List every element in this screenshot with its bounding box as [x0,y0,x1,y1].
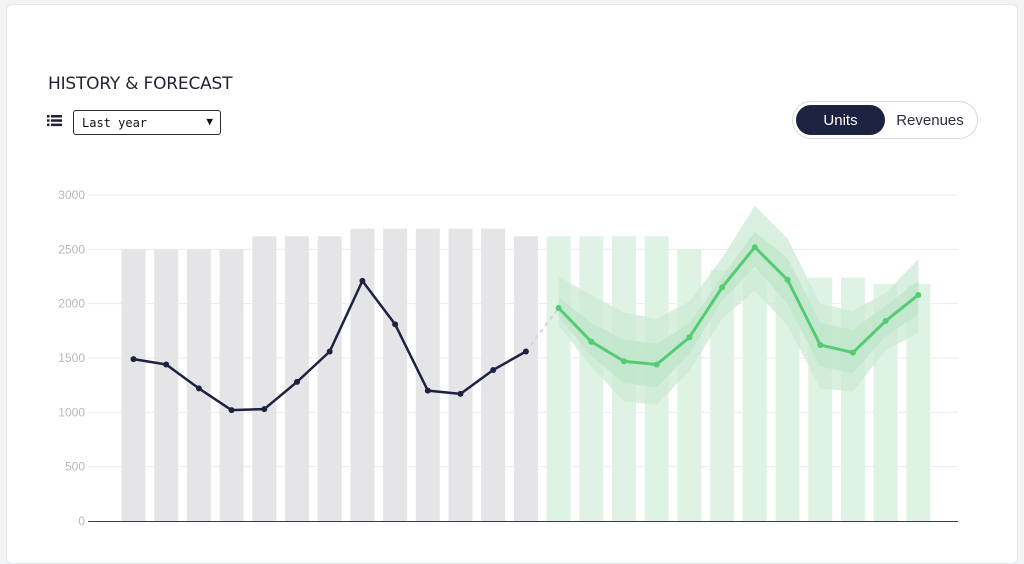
history-bar [513,236,538,521]
history-bar [219,249,244,522]
revenues-toggle-button[interactable]: Revenues [896,111,964,129]
forecast-point [719,284,726,291]
y-tick-label: 1500 [58,351,85,365]
forecast-point [817,341,824,348]
history-point [228,407,235,414]
history-point [490,366,497,373]
history-bar [448,228,473,522]
forecast-point [555,305,562,312]
history-bar [285,236,309,521]
period-select[interactable]: Last year ▼ [73,110,221,135]
history-bar [317,236,342,521]
forecast-point [882,318,889,325]
forecast-point [751,244,758,251]
chart-title: HISTORY & FORECAST [48,74,233,94]
history-point [424,387,431,394]
forecast-point [588,338,595,345]
history-point [294,378,300,385]
history-point [326,348,333,355]
y-tick-label: 2000 [58,297,85,311]
list-icon[interactable] [47,114,62,127]
forecast-connector-line [525,307,560,353]
history-bar [121,249,146,522]
history-point [359,277,366,284]
history-point [261,406,268,413]
history-bar [186,249,211,522]
history-bar [350,228,375,522]
forecast-series-line [557,245,920,367]
forecast-bar [579,236,604,521]
history-point [163,361,170,368]
chevron-down-icon: ▼ [206,115,213,128]
units-toggle-button[interactable]: Units [796,105,885,135]
forecast-point [686,334,693,341]
forecast-point [621,358,627,365]
history-bar [383,228,408,522]
y-tick-label: 0 [78,514,85,528]
history-point [130,356,137,363]
forecast-bar [742,269,767,521]
history-bar [252,236,277,521]
forecast-bar [677,249,702,522]
metric-toggle: Units Revenues [792,101,978,139]
history-point [457,390,464,397]
forecast-point [849,349,856,356]
forecast-point [784,276,791,283]
forecast-point [653,361,660,368]
history-bar [154,249,179,522]
y-tick-label: 500 [65,460,85,474]
period-select-value: Last year [82,115,148,130]
y-tick-label: 1000 [58,405,85,419]
history-point [195,385,202,392]
forecast-point [915,291,922,298]
history-point [392,321,399,328]
y-tick-label: 2500 [58,242,85,256]
y-tick-label: 3000 [58,188,85,202]
forecast-band-inner [558,231,919,388]
history-point [522,348,529,355]
